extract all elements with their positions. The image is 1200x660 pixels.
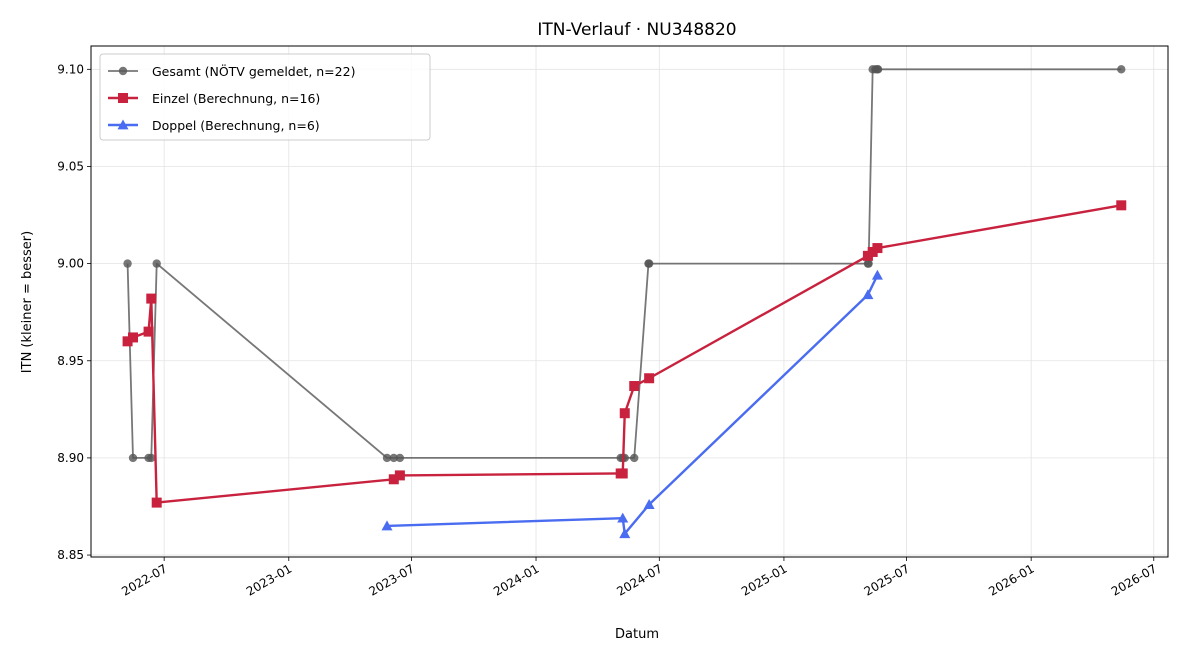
data-point [122, 336, 133, 347]
chart-title: ITN-Verlauf · NU348820 [537, 20, 736, 40]
data-point [619, 528, 631, 539]
data-point [127, 332, 138, 343]
data-point [629, 381, 640, 392]
plot-frame [90, 45, 1169, 558]
legend: Gesamt (NÖTV gemeldet, n=22) Einzel (Bere… [99, 53, 431, 141]
data-point [1117, 65, 1126, 74]
data-point [1116, 200, 1127, 211]
data-point [123, 259, 132, 268]
y-tick-label: 9.00 [57, 257, 84, 271]
data-point [394, 470, 405, 481]
x-axis-label: Datum [615, 627, 659, 642]
data-point [864, 259, 873, 268]
data-point [617, 468, 628, 479]
data-point [382, 453, 392, 463]
data-point [147, 453, 156, 463]
legend-label: Gesamt (NÖTV gemeldet, n=22) [152, 63, 355, 79]
y-tick-label: 9.10 [57, 62, 84, 76]
data-point [872, 243, 883, 254]
data-point [643, 499, 655, 509]
legend-marker [117, 119, 129, 130]
y-tick-label: 9.05 [57, 159, 84, 173]
y-axis-label: ITN (kleiner = besser) [20, 231, 35, 373]
data-point [617, 512, 629, 523]
legend-marker [118, 66, 128, 76]
data-point [381, 520, 393, 531]
series-group [122, 65, 1127, 539]
series-triangle [381, 269, 883, 539]
data-point [143, 326, 154, 337]
y-tick-label: 8.85 [57, 548, 84, 562]
legend-box [99, 53, 431, 141]
data-point [862, 289, 874, 300]
data-point [151, 497, 162, 508]
data-point [389, 453, 398, 463]
series-line [386, 274, 879, 535]
y-tick-label: 8.90 [57, 451, 84, 465]
data-point [644, 259, 654, 268]
data-point [630, 453, 639, 463]
data-point [871, 269, 883, 280]
data-point [128, 453, 138, 463]
data-point [395, 453, 405, 463]
data-point [152, 259, 161, 268]
data-point [873, 65, 883, 74]
y-tick-label: 8.95 [57, 354, 84, 368]
legend-label: Einzel (Berechnung, n=16) [152, 91, 320, 106]
data-point [388, 474, 399, 485]
data-point [619, 408, 630, 419]
data-point [146, 293, 157, 304]
series-square [122, 200, 1127, 508]
data-point [644, 373, 655, 384]
legend-label: Doppel (Berechnung, n=6) [152, 118, 320, 133]
legend-marker [118, 93, 128, 103]
data-point [620, 453, 629, 463]
